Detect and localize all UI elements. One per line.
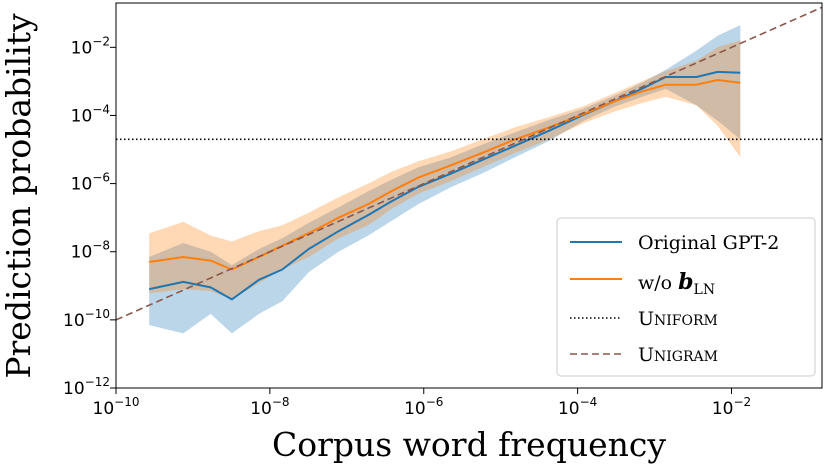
y-tick-label: 10−10 (63, 307, 110, 331)
legend-frame (556, 217, 816, 377)
x-axis: 10−10 10−8 10−6 10−4 10−2 (93, 388, 751, 419)
x-tick-label: 10−4 (558, 395, 597, 419)
legend-label-unigram: UNIGRAM (638, 344, 718, 366)
y-tick-label: 10−4 (71, 102, 110, 126)
y-axis-title: Prediction probability (0, 13, 38, 379)
legend-label-original: Original GPT-2 (638, 232, 779, 254)
series-lines (116, 6, 822, 321)
x-axis-title: Corpus word frequency (272, 425, 666, 464)
line-original-gpt-2 (148, 70, 741, 301)
y-tick-label: 10−2 (71, 34, 110, 58)
legend-label-uniform: UNIFORM (638, 308, 718, 330)
line-w-o-b-ln (149, 79, 741, 271)
band-w-o-b-ln (149, 40, 741, 300)
x-tick-label: 10−6 (404, 395, 443, 419)
error-bands (149, 25, 741, 334)
y-tick-label: 10−8 (71, 239, 110, 263)
band-original-gpt-2 (149, 25, 741, 334)
line-unigram (116, 6, 822, 321)
y-tick-label: 10−12 (63, 375, 110, 399)
x-tick-label: 10−8 (250, 395, 289, 419)
legend: Original GPT-2 w/o bLN UNIFORM UNIGRAM (556, 217, 816, 377)
y-axis: 10−12 10−10 10−8 10−6 10−4 10−2 (63, 34, 116, 399)
x-tick-label: 10−10 (93, 395, 140, 419)
y-tick-label: 10−6 (71, 171, 110, 195)
x-tick-label: 10−2 (712, 395, 751, 419)
plot-frame (115, 2, 823, 389)
